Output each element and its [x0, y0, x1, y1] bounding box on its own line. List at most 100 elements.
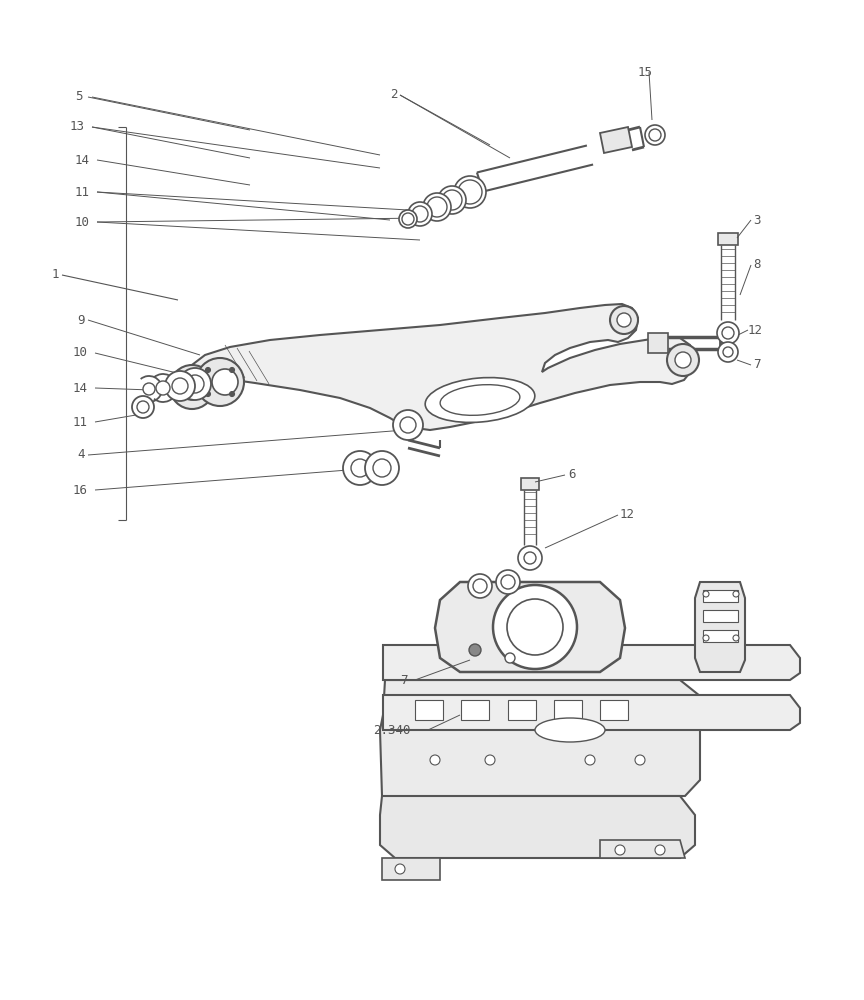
- Circle shape: [722, 327, 734, 339]
- Circle shape: [458, 180, 482, 204]
- Polygon shape: [600, 840, 685, 858]
- Circle shape: [617, 313, 631, 327]
- Circle shape: [179, 368, 211, 400]
- Circle shape: [645, 125, 665, 145]
- Circle shape: [430, 755, 440, 765]
- Polygon shape: [383, 695, 800, 730]
- Circle shape: [373, 459, 391, 477]
- Text: 1: 1: [52, 268, 60, 282]
- Text: 9: 9: [77, 314, 85, 326]
- Circle shape: [186, 375, 204, 393]
- Text: 12: 12: [620, 508, 635, 522]
- Circle shape: [412, 206, 428, 222]
- Circle shape: [518, 546, 542, 570]
- Text: 3: 3: [753, 214, 760, 227]
- Text: 6: 6: [568, 468, 575, 482]
- Circle shape: [496, 570, 520, 594]
- Circle shape: [196, 358, 244, 406]
- Circle shape: [399, 210, 417, 228]
- Circle shape: [365, 451, 399, 485]
- Circle shape: [423, 193, 451, 221]
- Circle shape: [351, 459, 369, 477]
- Circle shape: [442, 190, 462, 210]
- Circle shape: [402, 213, 414, 225]
- Circle shape: [468, 574, 492, 598]
- Circle shape: [675, 352, 691, 368]
- Text: 13: 13: [70, 120, 85, 133]
- Circle shape: [493, 585, 577, 669]
- Circle shape: [635, 755, 645, 765]
- Circle shape: [165, 371, 195, 401]
- Ellipse shape: [535, 718, 605, 742]
- Polygon shape: [695, 582, 745, 672]
- Circle shape: [206, 367, 211, 372]
- Circle shape: [206, 392, 211, 397]
- Text: 12: 12: [748, 324, 763, 336]
- Ellipse shape: [440, 385, 520, 415]
- Circle shape: [454, 176, 486, 208]
- Circle shape: [507, 599, 563, 655]
- Polygon shape: [380, 796, 695, 858]
- Text: 2: 2: [390, 89, 397, 102]
- Polygon shape: [380, 680, 700, 812]
- Circle shape: [505, 653, 515, 663]
- Circle shape: [667, 344, 699, 376]
- Polygon shape: [648, 333, 668, 353]
- Circle shape: [427, 197, 447, 217]
- Circle shape: [172, 378, 188, 394]
- Circle shape: [132, 396, 154, 418]
- Circle shape: [230, 367, 234, 372]
- Text: 7: 7: [400, 674, 408, 686]
- Circle shape: [733, 635, 739, 641]
- Circle shape: [473, 579, 487, 593]
- Circle shape: [170, 365, 214, 409]
- Bar: [507, 700, 536, 720]
- Circle shape: [501, 575, 515, 589]
- Bar: [600, 700, 628, 720]
- Circle shape: [718, 342, 738, 362]
- Text: 4: 4: [77, 448, 85, 462]
- Bar: [461, 700, 489, 720]
- Text: 14: 14: [73, 381, 88, 394]
- Circle shape: [655, 845, 665, 855]
- Ellipse shape: [425, 378, 535, 422]
- Text: 10: 10: [73, 347, 88, 360]
- Polygon shape: [383, 645, 800, 680]
- Text: 5: 5: [75, 91, 82, 104]
- Circle shape: [408, 202, 432, 226]
- Text: 8: 8: [753, 258, 760, 271]
- Circle shape: [485, 755, 495, 765]
- Text: 14: 14: [75, 153, 90, 166]
- Circle shape: [212, 369, 238, 395]
- Polygon shape: [435, 582, 625, 672]
- Circle shape: [469, 644, 481, 656]
- Circle shape: [343, 451, 377, 485]
- Text: 15: 15: [638, 66, 653, 79]
- Bar: [703, 610, 738, 622]
- Bar: [554, 700, 581, 720]
- Circle shape: [137, 401, 149, 413]
- Circle shape: [615, 845, 625, 855]
- Text: 16: 16: [73, 484, 88, 496]
- Circle shape: [395, 864, 405, 874]
- Circle shape: [524, 552, 536, 564]
- Text: 2.340: 2.340: [373, 724, 410, 736]
- Circle shape: [143, 383, 155, 395]
- Bar: [703, 630, 738, 642]
- Circle shape: [585, 755, 595, 765]
- Circle shape: [438, 186, 466, 214]
- Bar: [703, 590, 738, 602]
- Polygon shape: [718, 233, 738, 245]
- Circle shape: [400, 417, 416, 433]
- Circle shape: [610, 306, 638, 334]
- Polygon shape: [600, 127, 632, 153]
- Circle shape: [703, 591, 709, 597]
- Circle shape: [717, 322, 739, 344]
- Text: 11: 11: [75, 186, 90, 198]
- Circle shape: [703, 635, 709, 641]
- Polygon shape: [174, 304, 695, 430]
- Circle shape: [649, 129, 661, 141]
- Polygon shape: [382, 858, 440, 880]
- Text: 10: 10: [75, 216, 90, 229]
- Circle shape: [393, 410, 423, 440]
